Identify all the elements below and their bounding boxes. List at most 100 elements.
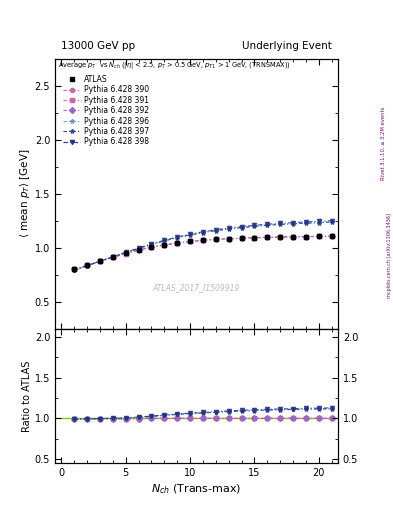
ATLAS	[136, 247, 141, 253]
Pythia 6.428 392	[200, 237, 205, 243]
Pythia 6.428 390	[252, 234, 257, 241]
Pythia 6.428 391	[213, 237, 218, 243]
Pythia 6.428 391	[149, 244, 154, 250]
Pythia 6.428 390	[149, 244, 154, 250]
Line: Pythia 6.428 392: Pythia 6.428 392	[72, 234, 334, 271]
ATLAS	[162, 242, 167, 248]
Pythia 6.428 398	[239, 224, 244, 230]
Pythia 6.428 398	[188, 231, 193, 237]
Pythia 6.428 392	[162, 242, 167, 248]
Legend: ATLAS, Pythia 6.428 390, Pythia 6.428 391, Pythia 6.428 392, Pythia 6.428 396, P: ATLAS, Pythia 6.428 390, Pythia 6.428 39…	[62, 74, 151, 148]
Pythia 6.428 396	[98, 258, 103, 264]
Pythia 6.428 397	[85, 263, 90, 269]
Pythia 6.428 396	[265, 222, 270, 228]
Pythia 6.428 396	[290, 221, 295, 227]
Pythia 6.428 390	[329, 233, 334, 239]
Pythia 6.428 398	[110, 253, 115, 260]
Pythia 6.428 392	[226, 236, 231, 242]
Pythia 6.428 392	[290, 233, 295, 240]
Pythia 6.428 392	[110, 254, 115, 260]
Pythia 6.428 397	[265, 222, 270, 228]
Line: ATLAS: ATLAS	[72, 234, 334, 272]
Pythia 6.428 392	[85, 262, 90, 268]
Pythia 6.428 390	[239, 235, 244, 241]
Pythia 6.428 398	[136, 245, 141, 251]
Pythia 6.428 392	[278, 234, 283, 240]
ATLAS	[123, 250, 128, 256]
Pythia 6.428 396	[72, 267, 77, 273]
Pythia 6.428 391	[200, 237, 205, 243]
Pythia 6.428 398	[175, 234, 180, 240]
Pythia 6.428 390	[136, 247, 141, 253]
Pythia 6.428 391	[278, 234, 283, 240]
Pythia 6.428 391	[72, 266, 77, 272]
ATLAS	[149, 244, 154, 250]
Pythia 6.428 397	[98, 258, 103, 264]
Pythia 6.428 398	[200, 229, 205, 235]
ATLAS	[303, 233, 308, 240]
ATLAS	[290, 234, 295, 240]
Pythia 6.428 392	[123, 250, 128, 257]
ATLAS	[175, 240, 180, 246]
Pythia 6.428 396	[162, 238, 167, 244]
Pythia 6.428 390	[200, 237, 205, 243]
Pythia 6.428 392	[72, 266, 77, 272]
ATLAS	[265, 234, 270, 241]
Pythia 6.428 391	[265, 234, 270, 241]
Pythia 6.428 397	[136, 245, 141, 251]
Pythia 6.428 390	[226, 236, 231, 242]
Pythia 6.428 397	[278, 221, 283, 227]
Pythia 6.428 391	[290, 234, 295, 240]
Pythia 6.428 390	[213, 237, 218, 243]
Pythia 6.428 397	[110, 254, 115, 260]
Pythia 6.428 390	[175, 240, 180, 246]
Pythia 6.428 396	[200, 229, 205, 236]
Pythia 6.428 390	[265, 234, 270, 241]
Text: Underlying Event: Underlying Event	[242, 41, 332, 51]
Pythia 6.428 397	[316, 220, 321, 226]
ATLAS	[252, 234, 257, 241]
Pythia 6.428 396	[226, 226, 231, 232]
Pythia 6.428 397	[226, 226, 231, 232]
Line: Pythia 6.428 391: Pythia 6.428 391	[72, 234, 334, 271]
Pythia 6.428 398	[303, 219, 308, 225]
Pythia 6.428 391	[188, 239, 193, 245]
Pythia 6.428 391	[303, 233, 308, 240]
Pythia 6.428 392	[213, 236, 218, 242]
Pythia 6.428 398	[329, 218, 334, 224]
Pythia 6.428 390	[290, 234, 295, 240]
Pythia 6.428 398	[226, 225, 231, 231]
Pythia 6.428 390	[123, 250, 128, 257]
Pythia 6.428 391	[162, 242, 167, 248]
Pythia 6.428 397	[213, 227, 218, 233]
Pythia 6.428 392	[175, 240, 180, 246]
ATLAS	[85, 262, 90, 268]
Pythia 6.428 396	[110, 254, 115, 260]
Pythia 6.428 397	[162, 238, 167, 244]
Pythia 6.428 392	[265, 234, 270, 240]
Text: ATLAS_2017_I1509919: ATLAS_2017_I1509919	[153, 284, 240, 292]
Pythia 6.428 390	[278, 234, 283, 240]
Pythia 6.428 392	[329, 233, 334, 239]
Pythia 6.428 390	[72, 266, 77, 272]
Pythia 6.428 391	[110, 254, 115, 261]
Text: mcplots.cern.ch [arXiv:1306.3436]: mcplots.cern.ch [arXiv:1306.3436]	[387, 214, 391, 298]
Pythia 6.428 391	[252, 234, 257, 241]
Pythia 6.428 398	[123, 249, 128, 255]
Pythia 6.428 391	[98, 259, 103, 265]
ATLAS	[329, 233, 334, 239]
Text: 13000 GeV pp: 13000 GeV pp	[61, 41, 135, 51]
Line: Pythia 6.428 390: Pythia 6.428 390	[72, 234, 334, 271]
ATLAS	[316, 233, 321, 240]
Pythia 6.428 397	[252, 223, 257, 229]
Pythia 6.428 391	[239, 235, 244, 241]
Pythia 6.428 396	[303, 220, 308, 226]
Pythia 6.428 390	[188, 239, 193, 245]
ATLAS	[98, 258, 103, 264]
Pythia 6.428 392	[149, 244, 154, 250]
Pythia 6.428 397	[175, 234, 180, 241]
Pythia 6.428 392	[316, 233, 321, 240]
Pythia 6.428 398	[72, 267, 77, 273]
ATLAS	[200, 237, 205, 243]
Pythia 6.428 398	[252, 222, 257, 228]
